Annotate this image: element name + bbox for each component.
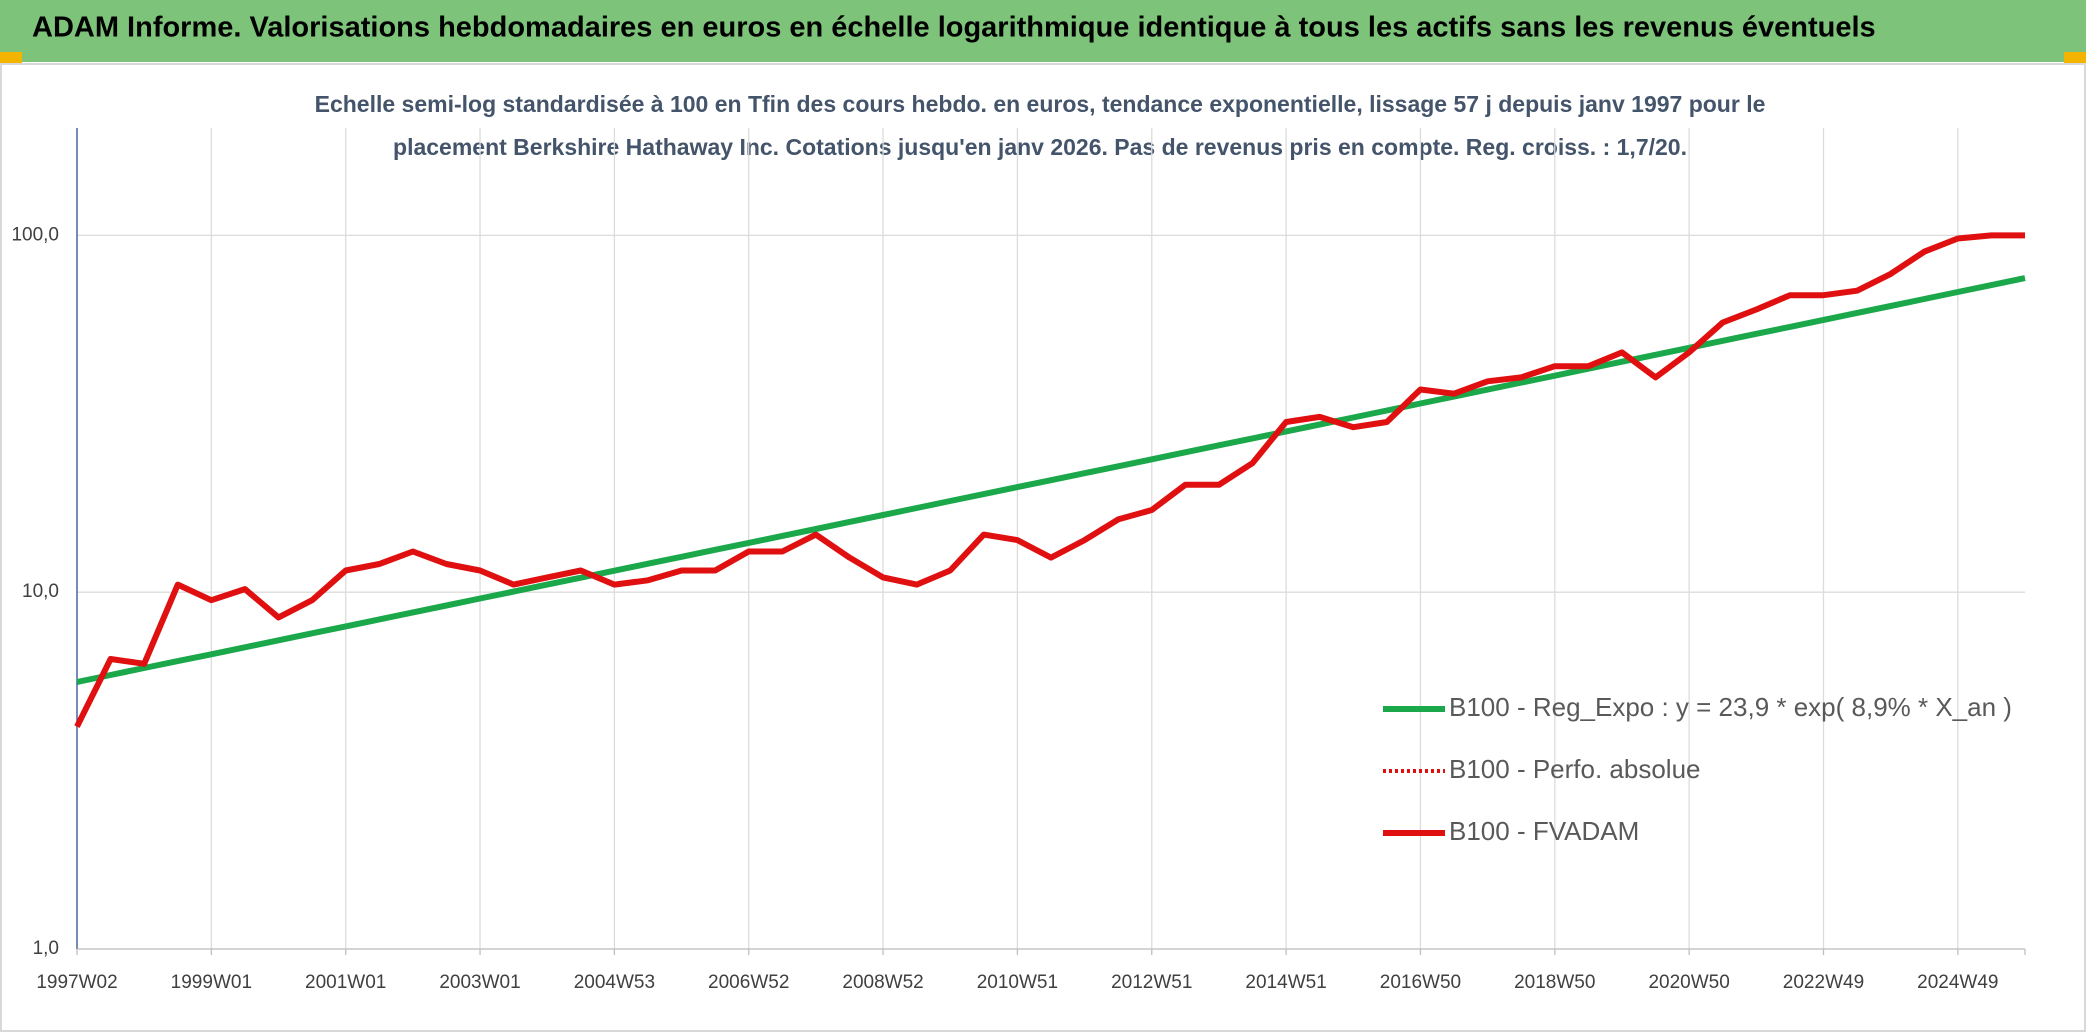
x-tick-label: 2008W52 <box>842 972 923 993</box>
y-tick-label: 10,0 <box>22 581 59 602</box>
header-band <box>0 0 2086 62</box>
chart-frame <box>0 63 2086 1032</box>
chart-subtitle: placement Berkshire Hathaway Inc. Cotati… <box>393 134 1687 160</box>
legend-label: B100 - FVADAM <box>1449 816 1639 846</box>
x-tick-label: 1997W02 <box>36 972 117 993</box>
x-tick-label: 2018W50 <box>1514 972 1595 993</box>
x-tick-label: 2004W53 <box>574 972 655 993</box>
x-tick-label: 2006W52 <box>708 972 789 993</box>
x-tick-label: 2024W49 <box>1917 972 1998 993</box>
y-tick-label: 100,0 <box>11 224 59 245</box>
x-tick-label: 2014W51 <box>1245 972 1326 993</box>
legend-label: B100 - Reg_Expo : y = 23,9 * exp( 8,9% *… <box>1449 692 2012 722</box>
legend-label: B100 - Perfo. absolue <box>1449 754 1701 784</box>
series-line <box>74 232 2025 728</box>
x-tick-label: 2003W01 <box>439 972 520 993</box>
corner-mark <box>0 52 22 64</box>
x-tick-label: 2020W50 <box>1648 972 1729 993</box>
series-line <box>76 275 2026 685</box>
x-tick-label: 2012W51 <box>1111 972 1192 993</box>
y-tick-label: 1,0 <box>33 938 59 959</box>
x-tick-label: 2010W51 <box>977 972 1058 993</box>
x-tick-label: 1999W01 <box>171 972 252 993</box>
chart-subtitle: Echelle semi-log standardisée à 100 en T… <box>315 91 1766 117</box>
x-tick-label: 2001W01 <box>305 972 386 993</box>
x-tick-label: 2016W50 <box>1380 972 1461 993</box>
chart-title: ADAM Informe. Valorisations hebdomadaire… <box>32 12 1876 44</box>
corner-mark <box>2064 52 2086 64</box>
x-tick-label: 2022W49 <box>1783 972 1864 993</box>
